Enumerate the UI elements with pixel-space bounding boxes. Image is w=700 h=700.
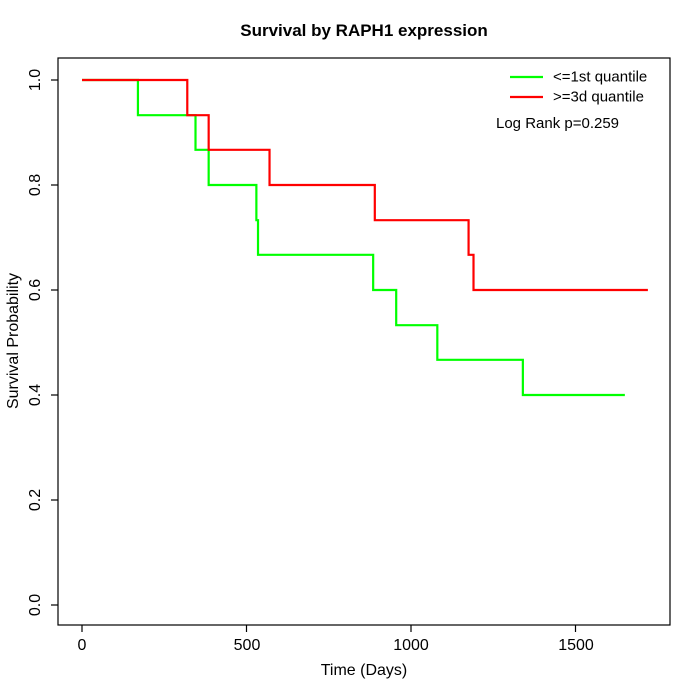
y-axis-label: Survival Probability: [5, 272, 22, 410]
km-curve-green: [82, 78, 625, 397]
y-tick-label-0.4: 0.4: [27, 383, 44, 407]
y-tick-label-1.0: 1.0: [27, 68, 44, 92]
legend-label-low-expression: <=1st quantile: [553, 68, 648, 86]
y-tick-label-0.8: 0.8: [27, 173, 44, 197]
x-tick-label-0: 0: [77, 637, 87, 654]
legend-label-high-expression: >=3d quantile: [553, 88, 644, 106]
km-curve-red: [82, 78, 648, 292]
plot-box: [57, 57, 671, 626]
x-tick-label-1000: 1000: [393, 637, 429, 654]
x-tick-label-1500: 1500: [558, 637, 594, 654]
chart-title: Survival by RAPH1 expression: [240, 21, 488, 40]
x-tick-label-500: 500: [233, 637, 261, 654]
y-tick-label-0.2: 0.2: [27, 488, 44, 512]
log-rank-annotation: Log Rank p=0.259: [496, 115, 620, 132]
y-tick-label-0.6: 0.6: [27, 278, 44, 302]
y-tick-label-0.0: 0.0: [27, 593, 44, 617]
x-axis-label: Time (Days): [320, 662, 408, 679]
